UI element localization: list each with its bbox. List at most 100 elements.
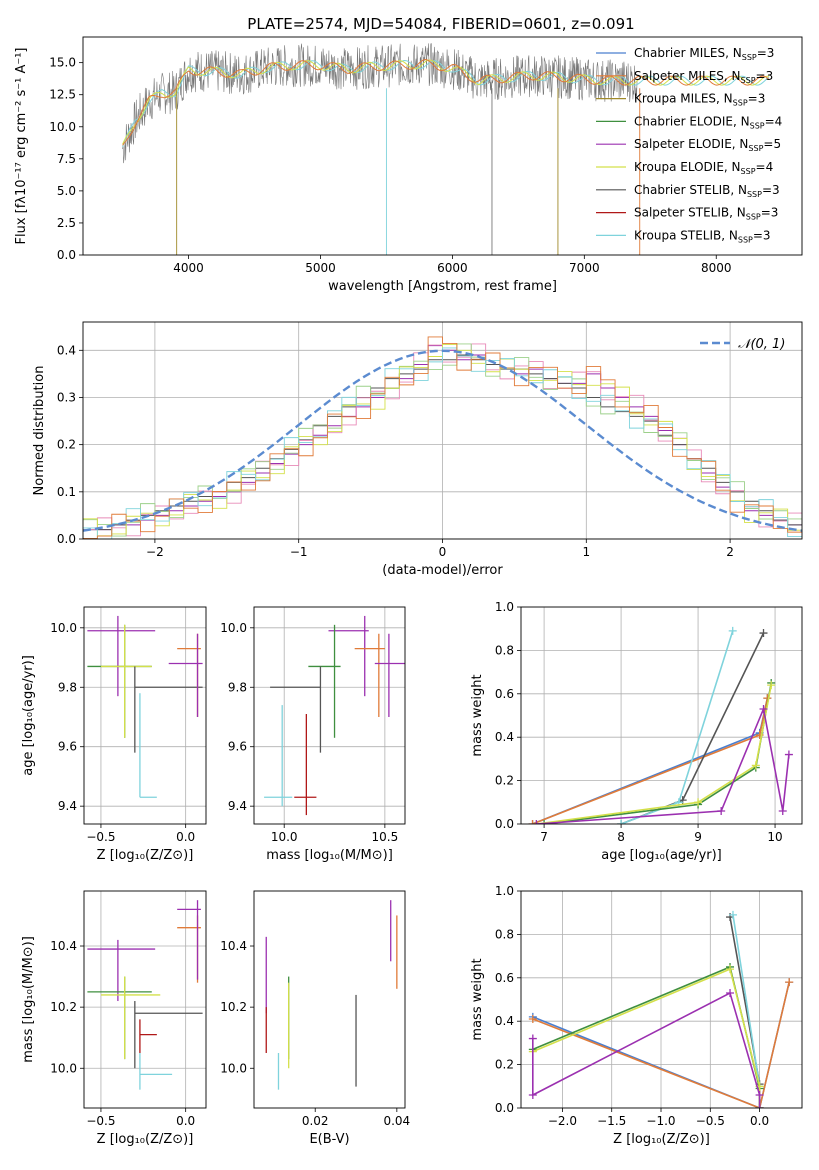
y-tick-label: 0.0 [57,248,76,262]
legend-entry: 𝒩(0, 1) [738,337,785,352]
observed-spectrum [122,43,638,164]
y-tick-label: 0.3 [57,390,76,404]
x-tick-label: 4000 [173,261,204,275]
y-tick-label: 0.6 [495,687,514,701]
x-tick-label: 8 [617,830,625,844]
point-marker [726,988,735,997]
point-marker [767,681,776,690]
point-marker [755,1090,764,1099]
x-tick-label: 0.02 [302,1114,329,1128]
x-tick-label: 9 [694,830,702,844]
x-axis-label: Z [log₁₀(Z/Z⊙)] [613,1132,710,1147]
x-tick-label: 0 [439,545,447,559]
y-tick-label: 0.2 [57,438,76,452]
axes-frame [83,606,207,825]
y-tick-label: 12.5 [49,88,76,102]
plot-area-residuals [83,322,802,539]
axes-residuals: −2 −1 0 1 2 0.0 0.1 0.2 0.3 0.4 (data-model)/error… [32,321,803,578]
y-axis-label: mass weight [470,674,485,756]
point-marker [759,629,768,638]
y-tick-label: 0.0 [495,817,514,831]
y-axis-label: age [log₁₀(age/yr)] [21,655,36,776]
x-axis-label: E(B-V) [309,1132,349,1147]
y-tick-label: 9.4 [228,799,247,813]
spectrum-legend: Chabrier MILES, NSSP=3 Salpeter MILES, NS… [596,46,782,244]
x-tick-label: −1 [290,545,308,559]
point-marker [755,1104,764,1108]
x-tick-label: 7000 [569,261,600,275]
axes-age-vs-Z: −0.5 0.0 9.4 9.6 9.8 10.0 Z [log₁₀(Z/Z⊙)] age [… [21,606,207,863]
point-marker [540,820,549,824]
axes-spectrum: 4000 5000 6000 7000 8000 0.0 2.5 5.0 7.5 10.0 12.5… [14,36,803,294]
line-salpeter-elodie [532,991,761,1108]
x-tick-label: 7 [540,830,548,844]
legend-entry: Chabrier STELIB, NSSP=3 [634,183,780,199]
y-axis-label: mass weight [470,958,485,1040]
y-tick-label: 5.0 [57,184,76,198]
x-axis-label: Z [log₁₀(Z/Z⊙)] [97,848,194,863]
x-axis-label: mass [log₁₀(M/M⊙)] [266,848,393,863]
line-chabrier-elodie [543,682,772,824]
y-axis-label: Normed distribution [32,366,47,496]
legend-entry: Chabrier ELODIE, NSSP=4 [634,114,782,130]
plot-area-mass-vs-ebv [265,900,398,1090]
x-tick-label: −0.5 [86,1114,115,1128]
y-tick-label: 0.1 [57,485,76,499]
y-tick-label: 10.2 [50,1000,77,1014]
legend-entry: Salpeter MILES, NSSP=3 [634,69,773,85]
x-tick-label: 0.0 [750,1114,769,1128]
axes-mass-vs-Z: −0.5 0.0 10.0 10.2 10.4 Z [log₁₀(Z/Z⊙)] mass [… [21,890,207,1147]
x-tick-label: 8000 [701,261,732,275]
legend-entry: Salpeter STELIB, NSSP=3 [634,206,778,222]
axes-frame [253,890,406,1109]
point-marker [778,806,787,815]
y-tick-label: 0.4 [495,1014,514,1028]
plot-area-age-vs-Z [84,607,206,824]
histogram-variant [83,336,802,539]
line-kroupa-stelib [620,630,734,824]
axes-frame [83,890,207,1109]
y-tick-label: 10.2 [220,1000,247,1014]
x-tick-label: −1.0 [646,1114,675,1128]
y-tick-label: 0.0 [57,532,76,546]
y-axis-label: mass [log₁₀(M/M⊙)] [21,936,36,1063]
point-marker [528,1090,537,1099]
axes-mass-weight-vs-age: 7 8 9 10 0.0 0.2 0.4 0.6 0.8 1.0 age [log₁₀(age/yr… [470,600,803,863]
point-marker [717,806,726,815]
y-tick-label: 0.4 [495,730,514,744]
x-tick-label: 0.0 [176,1114,195,1128]
y-tick-label: 0.4 [57,343,76,357]
y-tick-label: 0.8 [495,927,514,941]
x-tick-label: −2 [146,545,164,559]
y-tick-label: 10.0 [49,120,76,134]
x-axis-label: wavelength [Angstrom, rest frame] [328,279,557,294]
x-tick-label: 0.0 [176,830,195,844]
y-tick-label: 0.0 [495,1101,514,1115]
line-chabrier-miles [532,697,769,824]
y-tick-label: 9.4 [58,799,77,813]
y-tick-label: 1.0 [495,600,514,614]
axes-frame [520,890,803,1109]
legend-entry: Chabrier MILES, NSSP=3 [634,46,774,62]
y-tick-label: 0.2 [495,1058,514,1072]
point-marker [532,820,541,824]
model-spectrum [122,59,770,145]
axes-frame [520,606,803,825]
x-axis-label: Z [log₁₀(Z/Z⊙)] [97,1132,194,1147]
point-marker [726,965,735,974]
axes-age-vs-mass: 10.0 10.5 9.4 9.6 9.8 10.0 mass [log₁₀(M/M⊙)] [220,606,406,863]
x-tick-label: −2.0 [548,1114,577,1128]
line-kroupa-elodie [532,968,761,1108]
line-kroupa-elodie [536,684,772,824]
axes-frame [82,36,803,256]
line-salpeter-miles [532,697,769,824]
x-tick-label: −1.5 [597,1114,626,1128]
point-marker [785,978,794,987]
axes-frame [82,321,803,540]
plot-area-mass-weight-vs-age [521,607,802,824]
line-salpeter-miles [532,981,790,1108]
axes-frame [253,606,406,825]
point-marker [751,761,760,770]
legend-entry: Kroupa MILES, NSSP=3 [634,92,765,108]
